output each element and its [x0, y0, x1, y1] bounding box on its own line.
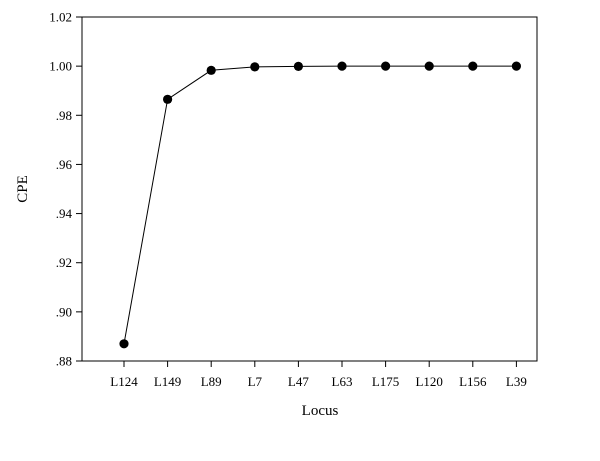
x-tick-label: L39: [506, 374, 527, 389]
x-tick-label: L7: [248, 374, 263, 389]
data-point: [293, 61, 303, 71]
x-tick-label: L175: [372, 374, 399, 389]
data-point: [381, 61, 391, 71]
x-tick-label: L124: [110, 374, 138, 389]
series-cpe: [119, 61, 521, 349]
x-tick-label: L63: [332, 374, 353, 389]
y-tick-label: .98: [56, 108, 72, 123]
x-tick-label: L120: [415, 374, 442, 389]
data-point: [424, 61, 434, 71]
x-axis: L124 L149 L89 L7 L47 L63 L175 L120 L156 L39: [110, 361, 527, 389]
y-tick-label: .88: [56, 354, 72, 369]
series-line: [123, 65, 517, 344]
y-tick-label: .96: [56, 157, 73, 172]
y-tick-label: 1.02: [49, 10, 72, 25]
y-axis-title: CPE: [15, 175, 31, 203]
y-tick-label: .92: [56, 255, 72, 270]
x-tick-label: L156: [459, 374, 487, 389]
plot-frame: [81, 16, 538, 362]
x-tick-label: L149: [154, 374, 181, 389]
y-tick-label: 1.00: [49, 59, 72, 74]
data-point: [163, 94, 173, 104]
x-tick-label: L89: [201, 374, 222, 389]
x-axis-title: Locus: [302, 403, 339, 419]
data-point: [511, 61, 521, 71]
data-point: [337, 61, 347, 71]
y-axis: .88 .90 .92 .94 .96 .98 1.00 1.02: [49, 10, 82, 369]
y-tick-label: .94: [56, 206, 73, 221]
data-point: [206, 65, 216, 75]
data-point: [468, 61, 478, 71]
y-tick-label: .90: [56, 304, 72, 319]
x-tick-label: L47: [288, 374, 309, 389]
data-point: [119, 339, 129, 349]
data-point: [250, 62, 260, 72]
